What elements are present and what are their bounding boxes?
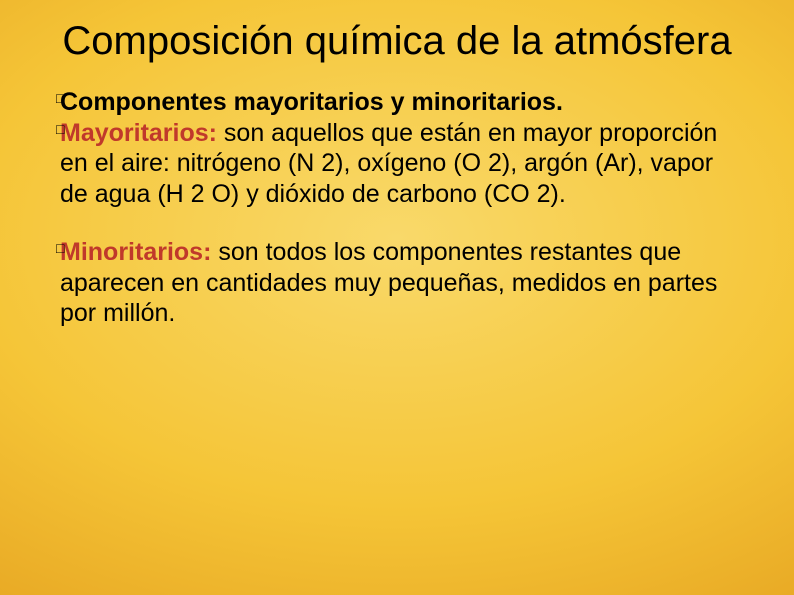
bullet-line-mayoritarios: □ Mayoritarios: son aquellos que están e… bbox=[60, 118, 734, 210]
paragraph-2: □ Minoritarios: son todos los componente… bbox=[60, 237, 734, 329]
slide-title: Composición química de la atmósfera bbox=[60, 20, 734, 63]
paragraph-1: □ Componentes mayoritarios y minoritario… bbox=[60, 87, 734, 209]
bullet-icon: □ bbox=[56, 122, 64, 136]
bullet-icon: □ bbox=[56, 91, 64, 105]
slide: Composición química de la atmósfera □ Co… bbox=[0, 0, 794, 595]
bullet-icon: □ bbox=[56, 241, 64, 255]
mayoritarios-label: Mayoritarios: bbox=[60, 119, 217, 147]
bullet-line-components: □ Componentes mayoritarios y minoritario… bbox=[60, 87, 734, 118]
minoritarios-label: Minoritarios: bbox=[60, 238, 211, 266]
bullet-line-minoritarios: □ Minoritarios: son todos los componente… bbox=[60, 237, 734, 329]
components-heading: Componentes mayoritarios y minoritarios. bbox=[60, 88, 563, 116]
